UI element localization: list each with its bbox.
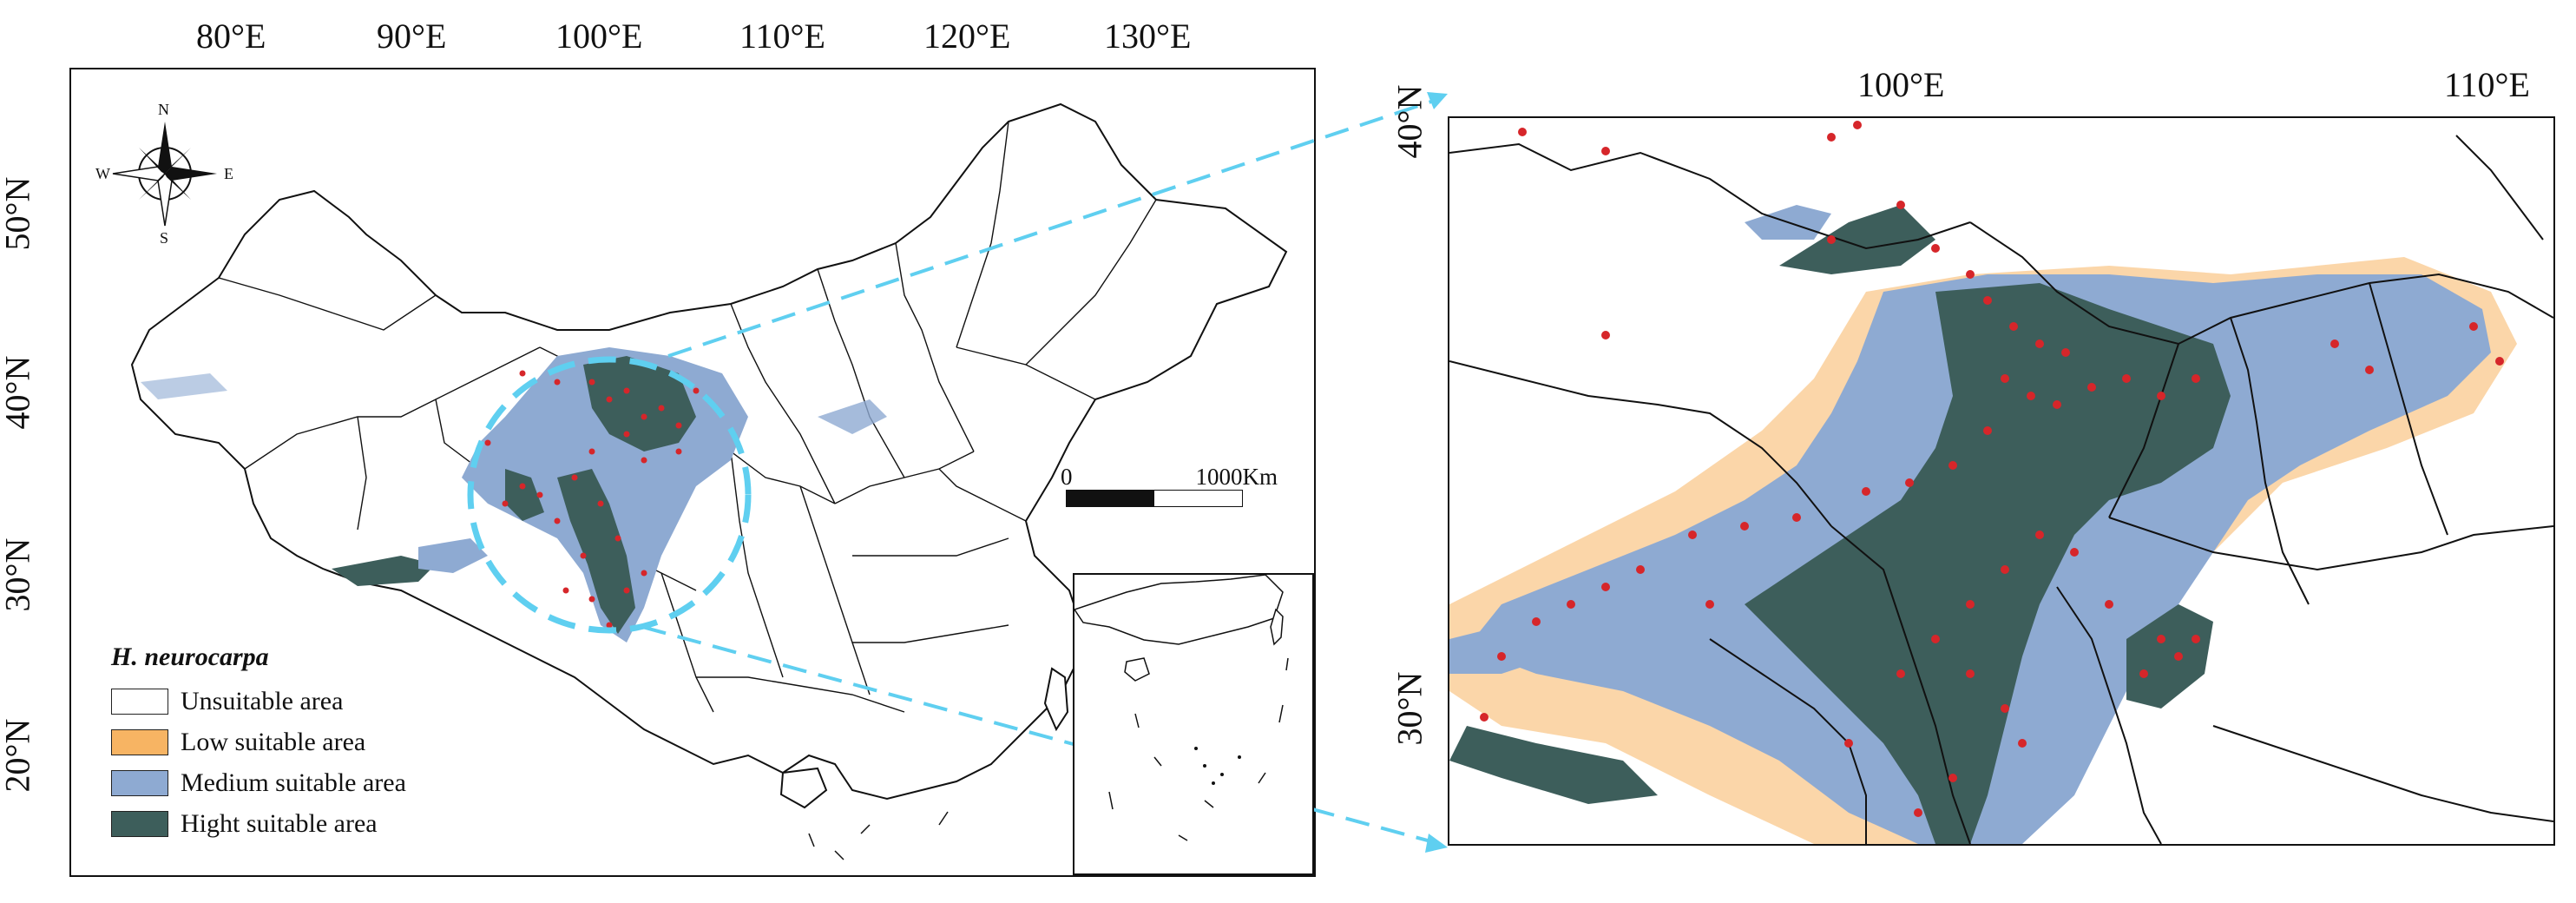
left-lon-label-90: 90°E bbox=[377, 16, 447, 56]
compass-w: W bbox=[95, 165, 110, 182]
right-lat-label-30: 30°N bbox=[1390, 671, 1429, 746]
legend-item-low: Low suitable area bbox=[111, 722, 406, 762]
right-lat-label-40: 40°N bbox=[1390, 84, 1429, 159]
zoom-arrow-bottom bbox=[1425, 834, 1448, 853]
legend-item-unsuitable: Unsuitable area bbox=[111, 681, 406, 722]
nine-dash-line bbox=[808, 811, 949, 860]
compass-s: S bbox=[160, 229, 169, 247]
legend-title: H. neurocarpa bbox=[111, 643, 269, 671]
left-lon-label-130: 130°E bbox=[1104, 16, 1192, 56]
suitability-area-left bbox=[141, 347, 887, 643]
compass-rose: N S W E bbox=[95, 101, 233, 247]
legend-item-high: Hight suitable area bbox=[111, 803, 406, 844]
hainan bbox=[779, 767, 828, 809]
scale-max: 1000 bbox=[1195, 464, 1243, 490]
left-lon-label-120: 120°E bbox=[923, 16, 1011, 56]
right-lon-label-110: 110°E bbox=[2444, 65, 2530, 104]
legend-swatch-medium bbox=[111, 769, 168, 796]
zoom-arrow-top bbox=[1427, 92, 1448, 109]
legend-swatch-low bbox=[111, 728, 168, 755]
zoom-line-bottom bbox=[641, 625, 1435, 844]
scale-bar: 0 1000Km bbox=[1061, 464, 1278, 507]
legend-item-medium: Medium suitable area bbox=[111, 762, 406, 803]
zoomed-map-svg bbox=[1449, 121, 2553, 844]
zoomed-region-map bbox=[1448, 116, 2555, 846]
scale-unit: Km bbox=[1242, 464, 1278, 490]
legend-label-unsuitable: Unsuitable area bbox=[181, 686, 344, 715]
suitability-area-right bbox=[1449, 205, 2517, 844]
legend-swatch-high bbox=[111, 810, 168, 837]
scale-zero: 0 bbox=[1061, 464, 1073, 490]
compass-e: E bbox=[224, 165, 233, 182]
legend-label-high: Hight suitable area bbox=[181, 808, 378, 838]
right-lon-label-100: 100°E bbox=[1857, 65, 1945, 104]
left-lon-label-100: 100°E bbox=[555, 16, 643, 56]
zoomed-province-boundaries bbox=[1449, 135, 2553, 844]
zoom-line-top bbox=[667, 99, 1435, 358]
compass-icon bbox=[112, 122, 217, 227]
left-lon-label-80: 80°E bbox=[196, 16, 266, 56]
legend-label-low: Low suitable area bbox=[181, 727, 366, 756]
china-map-svg bbox=[130, 102, 1288, 860]
legend-swatch-unsuitable bbox=[111, 688, 168, 715]
occurrence-points-right bbox=[1480, 121, 2504, 817]
legend: H. neurocarpa Unsuitable area Low suitab… bbox=[111, 643, 406, 844]
compass-n: N bbox=[158, 101, 169, 118]
legend-label-medium: Medium suitable area bbox=[181, 768, 406, 797]
left-lon-label-110: 110°E bbox=[739, 16, 825, 56]
inset-map-svg bbox=[1074, 575, 1289, 841]
zoom-region-circle bbox=[467, 356, 752, 634]
occurrence-points-left bbox=[484, 370, 700, 629]
taiwan bbox=[1043, 667, 1069, 732]
south-china-sea-inset bbox=[1073, 573, 1314, 875]
